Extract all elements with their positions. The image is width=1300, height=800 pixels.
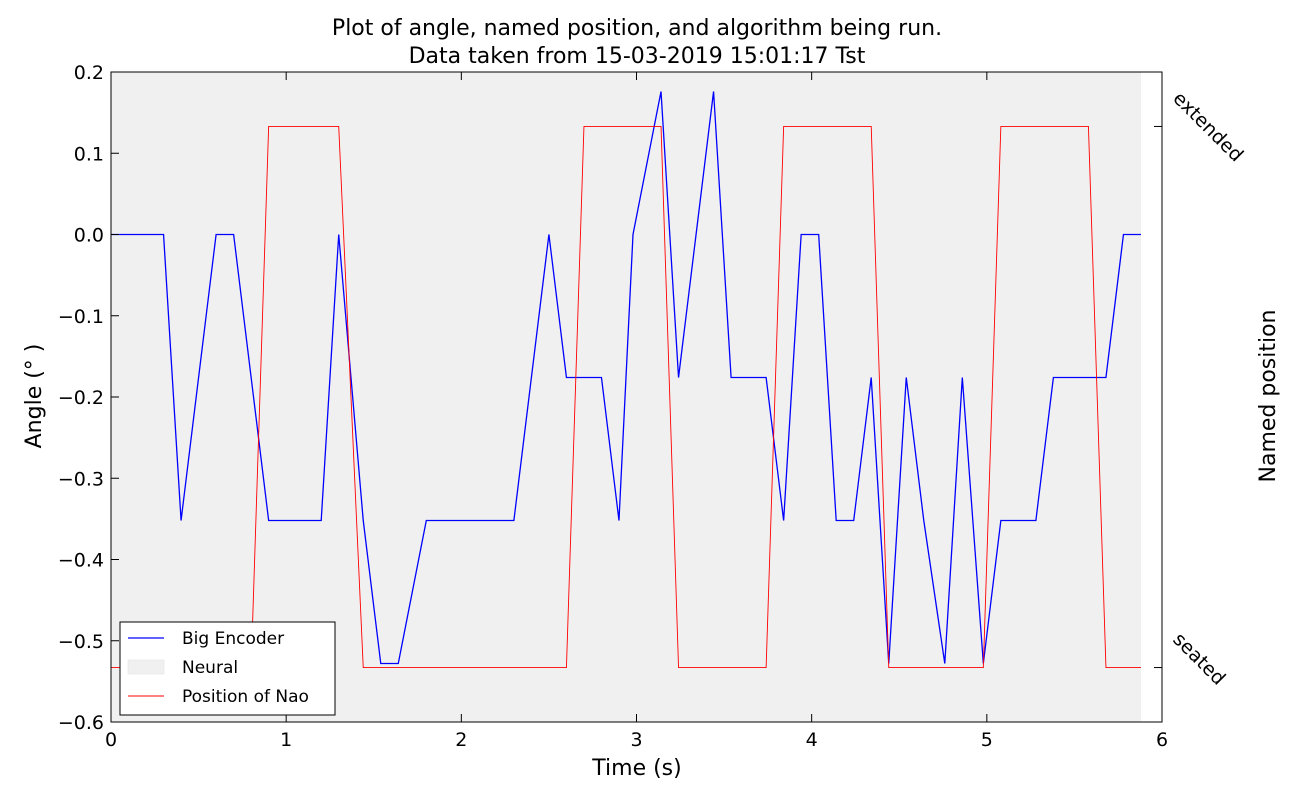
x-axis-label: Time (s) xyxy=(591,756,681,781)
legend-entry-position-of-nao-label: Position of Nao xyxy=(182,687,309,707)
y-tick-label: −0.3 xyxy=(58,468,104,490)
y-tick-label: −0.1 xyxy=(58,306,104,328)
y2-tick-label-extended: extended xyxy=(1168,87,1247,166)
series-line-position-of-nao xyxy=(111,125,1141,669)
y-tick-label: −0.2 xyxy=(58,387,104,409)
x-tick-label: 3 xyxy=(630,729,642,751)
series-line-big-encoder xyxy=(111,91,1141,665)
series-layer xyxy=(111,91,1141,669)
y-axis-label: Angle (° ) xyxy=(22,344,47,449)
legend-entry-big-encoder-label: Big Encoder xyxy=(182,629,284,649)
y-tick-label: −0.6 xyxy=(58,712,104,734)
y-tick-label: −0.4 xyxy=(58,550,104,572)
x-tick-label: 2 xyxy=(455,729,467,751)
x-tick-label: 5 xyxy=(981,729,993,751)
legend-entry-neural-swatch xyxy=(127,659,165,675)
y-tick-label: 0.1 xyxy=(74,143,104,165)
y2-axis-label: Named position xyxy=(1256,309,1281,482)
x-tick-label: 0 xyxy=(105,729,117,751)
neural-region xyxy=(111,72,1141,722)
x-tick-label: 6 xyxy=(1156,729,1168,751)
chart-subtitle: Data taken from 15-03-2019 15:01:17 Tst xyxy=(409,44,866,69)
chart-title: Plot of angle, named position, and algor… xyxy=(332,16,942,41)
y-tick-label: −0.5 xyxy=(58,631,104,653)
neural-shaded-region xyxy=(111,72,1141,722)
x-tick-label: 4 xyxy=(806,729,818,751)
legend-entry-neural-label: Neural xyxy=(182,658,238,678)
legend: Big Encoder Neural Position of Nao xyxy=(119,621,336,716)
x-tick-label: 1 xyxy=(280,729,292,751)
y-tick-label: 0.0 xyxy=(74,225,104,247)
y2-tick-label-seated: seated xyxy=(1168,629,1229,690)
y-tick-label: 0.2 xyxy=(74,62,104,84)
